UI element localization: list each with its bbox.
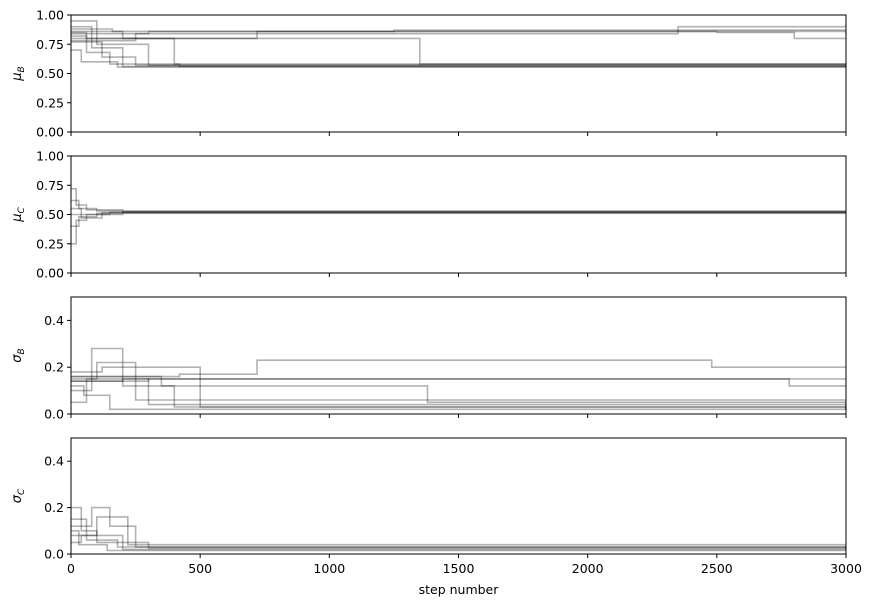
walker-trace [71, 506, 846, 550]
axes-frame [70, 155, 847, 274]
panel-1: 0.00 0.25 0.50 0.75 1.00 μC [10, 149, 847, 281]
walker-trace [71, 366, 846, 411]
walker-trace [71, 25, 846, 68]
walker-trace [71, 361, 846, 410]
walker-trace [71, 359, 846, 378]
walker-trace [71, 385, 846, 411]
y-tick-label: 0.25 [36, 95, 64, 110]
walker-trace [71, 30, 846, 40]
panel-2: 0.0 0.2 0.4 σB [10, 296, 847, 422]
walker-trace [71, 378, 846, 387]
panel-0: 0.00 0.25 0.50 0.75 1.00 μB [10, 8, 847, 140]
axes-frame [70, 296, 847, 415]
walker-trace [71, 28, 846, 33]
walker-trace [71, 516, 846, 549]
y-tick-label: 0.4 [44, 454, 64, 469]
walker-trace [71, 375, 846, 405]
y-tick-label: 0.0 [44, 407, 64, 422]
y-tick-label: 0.2 [44, 360, 64, 375]
walker-trace [71, 378, 846, 382]
y-tick-label: 0.25 [36, 236, 64, 251]
y-tick-label: 0.75 [36, 37, 64, 52]
y-axis-label: σB [10, 348, 27, 362]
y-axis-label: μB [10, 66, 27, 81]
trace-lines [71, 347, 846, 411]
y-tick-label: 0.00 [36, 125, 64, 140]
trace-lines [71, 188, 846, 245]
walker-trace [71, 211, 846, 245]
y-axis-label: μC [10, 207, 27, 223]
panel-3: 0.0 0.2 0.4 0 500 1000 1500 2000 2500 3000 σC step … [10, 437, 862, 597]
y-tick-label: 1.00 [36, 149, 64, 164]
trace-lines [71, 20, 846, 68]
walker-trace [71, 207, 846, 216]
x-axis-label: step number [419, 582, 500, 597]
x-tick-label: 1000 [313, 561, 345, 576]
y-axis-label: σC [10, 488, 27, 503]
walker-trace [71, 29, 846, 35]
walker-trace [71, 347, 846, 410]
walker-trace [71, 188, 846, 213]
y-tick-label: 0.00 [36, 266, 64, 281]
y-tick-label: 0.0 [44, 547, 64, 562]
y-tick-label: 1.00 [36, 8, 64, 23]
x-tick-label: 0 [67, 561, 75, 576]
walker-trace [71, 378, 846, 409]
y-tick-label: 0.50 [36, 66, 64, 81]
walker-trace [71, 30, 846, 66]
walker-trace [71, 35, 846, 68]
walker-trace [71, 518, 846, 549]
walker-trace [71, 24, 846, 42]
x-tick-label: 2000 [572, 561, 604, 576]
axes-frame [70, 437, 847, 555]
x-tick-label: 3000 [830, 561, 862, 576]
walker-trace [71, 211, 846, 219]
walker-trace [71, 530, 846, 552]
y-tick-label: 0.4 [44, 313, 64, 328]
y-tick-label: 0.50 [36, 207, 64, 222]
walker-trace [71, 199, 846, 213]
walker-trace [71, 212, 846, 227]
x-tick-label: 500 [188, 561, 212, 576]
walker-trace [71, 41, 846, 67]
walker-trace [71, 49, 846, 68]
x-tick-label: 1500 [443, 561, 475, 576]
x-tick-label: 2500 [701, 561, 733, 576]
walker-trace [71, 20, 846, 68]
walker-trace [71, 506, 846, 550]
trace-lines [71, 506, 846, 552]
walker-trace [71, 534, 846, 551]
walker-trace [71, 31, 846, 67]
y-tick-label: 0.2 [44, 500, 64, 515]
y-tick-label: 0.75 [36, 178, 64, 193]
